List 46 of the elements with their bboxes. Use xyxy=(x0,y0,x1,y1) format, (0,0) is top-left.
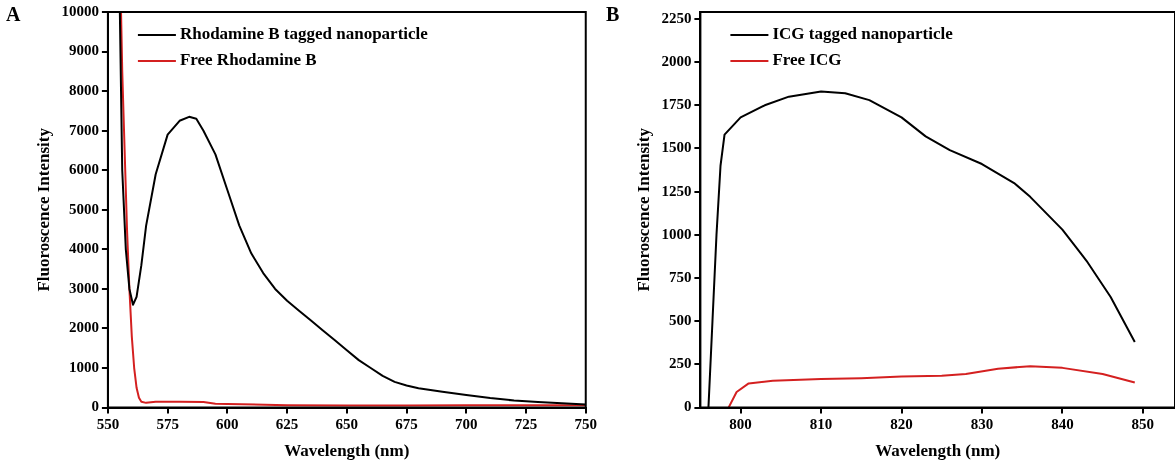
x-tick-label: 725 xyxy=(514,416,538,433)
y-tick-label: 750 xyxy=(668,268,692,285)
y-tick-label: 4000 xyxy=(68,240,99,257)
y-tick-label: 1750 xyxy=(661,96,692,113)
x-tick-label: 625 xyxy=(275,416,299,433)
y-tick-label: 3000 xyxy=(68,279,99,296)
legend-label: Rhodamine B tagged nanoparticle xyxy=(179,24,429,44)
y-axis-title: Fluoroscence Intensity xyxy=(33,127,53,292)
y-axis-title: Fluoroscence Intensity xyxy=(633,127,653,292)
x-axis-title: Wavelength (nm) xyxy=(284,441,410,461)
y-tick-label: 1250 xyxy=(661,182,692,199)
x-tick-label: 650 xyxy=(335,416,359,433)
x-tick-label: 820 xyxy=(890,416,913,433)
y-tick-label: 7000 xyxy=(68,121,99,138)
x-tick-label: 850 xyxy=(1131,416,1155,433)
y-tick-label: 0 xyxy=(683,398,692,415)
x-tick-label: 810 xyxy=(809,416,833,433)
y-tick-label: 1000 xyxy=(661,225,692,242)
y-tick-label: 0 xyxy=(91,398,99,415)
y-tick-label: 1500 xyxy=(661,139,692,156)
y-tick-label: 2250 xyxy=(661,9,692,26)
x-tick-label: 830 xyxy=(970,416,994,433)
legend-label: Free ICG xyxy=(772,50,842,70)
y-tick-label: 9000 xyxy=(68,42,99,59)
x-tick-label: 750 xyxy=(574,416,597,433)
x-tick-label: 600 xyxy=(216,416,239,433)
x-tick-label: 675 xyxy=(395,416,418,433)
legend-label: Free Rhodamine B xyxy=(179,50,317,70)
y-tick-label: 10000 xyxy=(61,2,99,19)
y-tick-label: 2000 xyxy=(68,319,99,336)
x-tick-label: 800 xyxy=(729,416,752,433)
y-tick-label: 500 xyxy=(668,312,692,329)
y-tick-label: 5000 xyxy=(68,200,99,217)
chart-title: A xyxy=(6,3,21,26)
y-tick-label: 6000 xyxy=(68,161,99,178)
y-tick-label: 8000 xyxy=(68,82,99,98)
x-tick-label: 840 xyxy=(1051,416,1074,433)
x-tick-label: 550 xyxy=(96,416,120,433)
x-axis-title: Wavelength (nm) xyxy=(875,441,1001,461)
chart-title: B xyxy=(606,3,620,26)
y-tick-label: 1000 xyxy=(68,358,99,375)
x-tick-label: 575 xyxy=(156,416,179,433)
legend-label: ICG tagged nanoparticle xyxy=(772,24,954,44)
y-tick-label: 2000 xyxy=(661,52,692,69)
x-tick-label: 700 xyxy=(455,416,478,433)
y-tick-label: 250 xyxy=(668,355,692,372)
